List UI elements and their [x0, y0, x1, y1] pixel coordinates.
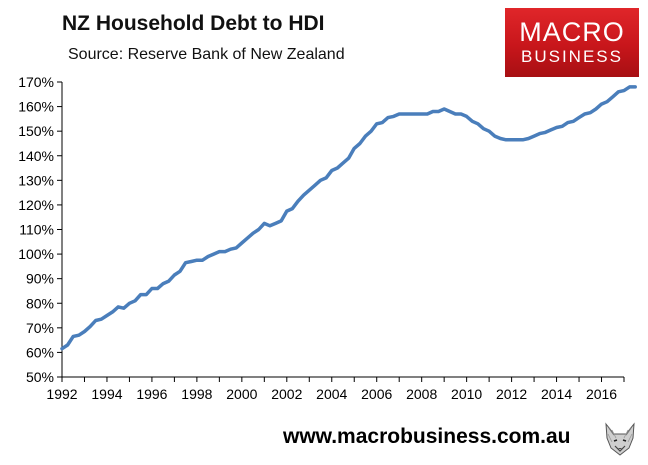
- x-tick-label: 2014: [541, 386, 572, 402]
- macrobusiness-logo: MACRO BUSINESS: [505, 8, 639, 77]
- y-tick-label: 160%: [18, 99, 54, 115]
- y-tick-label: 50%: [26, 369, 54, 385]
- y-tick-label: 90%: [26, 271, 54, 287]
- y-tick-label: 100%: [18, 246, 54, 262]
- y-tick-label: 170%: [18, 74, 54, 90]
- wolf-icon: [600, 418, 640, 458]
- x-tick-label: 2010: [451, 386, 482, 402]
- logo-line2: BUSINESS: [521, 47, 623, 66]
- x-tick-label: 1994: [91, 386, 122, 402]
- y-tick-label: 80%: [26, 295, 54, 311]
- x-tick-label: 2000: [226, 386, 257, 402]
- logo-line1: MACRO: [519, 17, 625, 47]
- x-tick-label: 2004: [316, 386, 347, 402]
- y-tick-label: 70%: [26, 320, 54, 336]
- x-tick-label: 2002: [271, 386, 302, 402]
- x-tick-label: 2008: [406, 386, 437, 402]
- y-tick-label: 60%: [26, 344, 54, 360]
- chart-title: NZ Household Debt to HDI: [62, 12, 325, 35]
- x-tick-label: 1992: [46, 386, 77, 402]
- x-tick-label: 1998: [181, 386, 212, 402]
- series-line: [60, 85, 637, 351]
- y-tick-label: 130%: [18, 172, 54, 188]
- x-tick-label: 2016: [586, 386, 617, 402]
- y-tick-label: 120%: [18, 197, 54, 213]
- x-tick-label: 1996: [136, 386, 167, 402]
- chart-subtitle: Source: Reserve Bank of New Zealand: [68, 46, 345, 63]
- y-tick-label: 110%: [19, 222, 54, 238]
- x-tick-label: 2012: [496, 386, 527, 402]
- y-tick-label: 150%: [18, 123, 54, 139]
- x-tick-label: 2006: [361, 386, 392, 402]
- y-tick-label: 140%: [18, 148, 54, 164]
- footer-url: www.macrobusiness.com.au: [283, 425, 571, 448]
